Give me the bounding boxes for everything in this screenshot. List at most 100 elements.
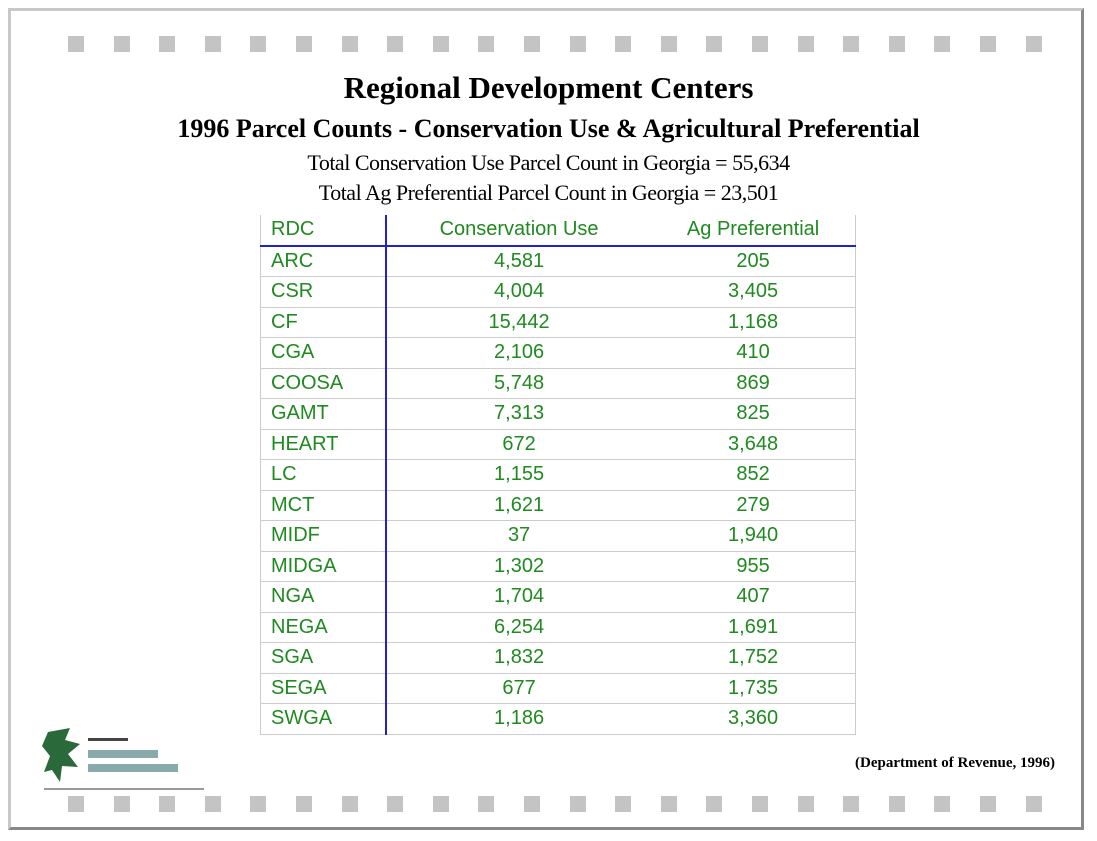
square — [159, 36, 176, 52]
square — [980, 796, 996, 812]
table-cell: 4,004 — [386, 276, 642, 308]
table-cell: SEGA — [260, 673, 387, 704]
table-cell: ARC — [260, 245, 387, 277]
table-cell: 869 — [641, 368, 856, 399]
table: RDC Conservation Use Ag Preferential ARC 4,5… — [260, 215, 856, 735]
table-cell: 1,168 — [641, 307, 856, 338]
square — [1025, 796, 1042, 812]
table-row: SGA 1,832 1,752 — [260, 642, 856, 674]
table-cell: 3,360 — [641, 703, 856, 735]
table-cell: 825 — [641, 398, 856, 430]
square — [660, 796, 677, 812]
table-cell: 1,186 — [386, 703, 642, 735]
table-cell: HEART — [260, 429, 387, 460]
square — [797, 796, 814, 812]
total-line: Total Conservation Use Parcel Count in G… — [307, 150, 790, 175]
square — [387, 36, 404, 52]
table-cell: 3,405 — [641, 276, 856, 308]
square — [68, 36, 84, 52]
table-cell: COOSA — [260, 368, 387, 399]
square — [524, 796, 540, 812]
table-cell: SGA — [260, 642, 387, 674]
table-row: ARC 4,581 205 — [260, 245, 856, 277]
square — [432, 36, 449, 52]
square — [341, 796, 358, 812]
square — [752, 796, 768, 812]
logo-tree — [42, 728, 80, 782]
header-row: RDC Conservation Use Ag Preferential — [260, 215, 856, 247]
square — [113, 796, 130, 812]
table-cell: NEGA — [260, 612, 387, 643]
footnote: (Department of Revenue, 1996) — [855, 755, 1055, 771]
table-cell: NGA — [260, 581, 387, 613]
square — [387, 796, 404, 812]
table-row: HEART 672 3,648 — [260, 429, 856, 460]
square — [159, 796, 176, 812]
square — [1025, 36, 1042, 52]
table-cell: 279 — [641, 490, 856, 521]
table-cell: 4,581 — [386, 245, 642, 277]
table-row: GAMT 7,313 825 — [260, 398, 856, 430]
total-line: Total Ag Preferential Parcel Count in Ge… — [318, 180, 779, 205]
table-row: MIDF 37 1,940 — [260, 520, 856, 552]
square — [432, 796, 449, 812]
table-cell: 852 — [641, 459, 856, 491]
square — [980, 36, 996, 52]
table-cell: 1,735 — [641, 673, 856, 704]
table-cell: 1,940 — [641, 520, 856, 552]
table-cell: 407 — [641, 581, 856, 613]
square — [843, 36, 860, 52]
table-cell: 410 — [641, 337, 856, 369]
square — [934, 36, 951, 52]
square — [706, 36, 723, 52]
table-row: CF 15,442 1,168 — [260, 307, 856, 338]
table-cell: 7,313 — [386, 398, 642, 430]
table-cell: 955 — [641, 551, 856, 582]
square — [615, 36, 632, 52]
table-cell: 205 — [641, 245, 856, 277]
table-cell: CF — [260, 307, 387, 338]
title: Regional Development Centers — [343, 70, 754, 105]
table-cell: MIDF — [260, 520, 387, 552]
table-cell: MCT — [260, 490, 387, 521]
table-row: CGA 2,106 410 — [260, 337, 856, 369]
logo-line — [88, 764, 178, 772]
square — [888, 796, 905, 812]
square — [250, 796, 267, 812]
square — [250, 36, 267, 52]
table-body: ARC 4,581 205 CSR 4,004 3,405 CF 15,442 1,168 CGA… — [260, 245, 856, 735]
table-cell: 1,752 — [641, 642, 856, 674]
logo-line — [44, 788, 204, 790]
table-cell: 1,691 — [641, 612, 856, 643]
table-row: CSR 4,004 3,405 — [260, 276, 856, 308]
table-cell: 1,832 — [386, 642, 642, 674]
table-cell: 1,704 — [386, 581, 642, 613]
subtitle: 1996 Parcel Counts - Conservation Use & … — [177, 114, 920, 143]
table-cell: 6,254 — [386, 612, 642, 643]
square — [341, 36, 358, 52]
square — [296, 36, 312, 52]
column-header: Conservation Use — [386, 215, 642, 247]
column-header: RDC — [260, 215, 387, 247]
square — [204, 796, 221, 812]
square — [615, 796, 632, 812]
square — [843, 796, 860, 812]
column-header: Ag Preferential — [641, 215, 856, 247]
square — [478, 36, 495, 52]
table-cell: 15,442 — [386, 307, 642, 338]
square — [569, 36, 586, 52]
square — [888, 36, 905, 52]
square — [706, 796, 723, 812]
table-cell: 37 — [386, 520, 642, 552]
square — [797, 36, 814, 52]
table-row: MCT 1,621 279 — [260, 490, 856, 521]
logo-line — [88, 738, 128, 741]
square — [204, 36, 221, 52]
table-row: SEGA 677 1,735 — [260, 673, 856, 704]
frame — [8, 8, 1084, 830]
square — [524, 36, 540, 52]
square — [660, 36, 677, 52]
table-cell: 672 — [386, 429, 642, 460]
table-row: NGA 1,704 407 — [260, 581, 856, 613]
